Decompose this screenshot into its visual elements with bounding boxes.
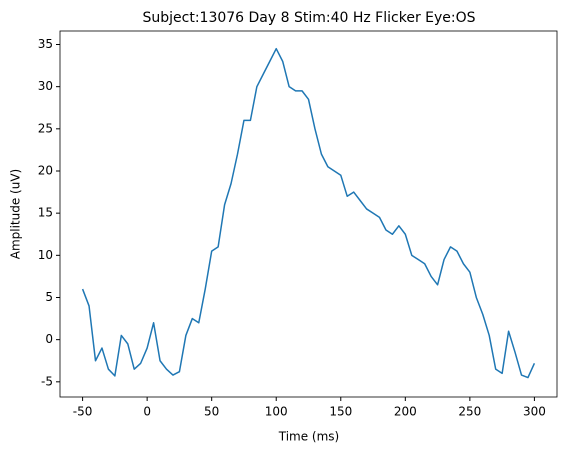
x-tick-label: 50	[204, 405, 219, 419]
x-tick-label: 250	[458, 405, 481, 419]
y-tick-label: 15	[38, 206, 53, 220]
x-tick-label: 300	[523, 405, 546, 419]
x-tick-label: 100	[265, 405, 288, 419]
y-tick-label: 25	[38, 121, 53, 135]
y-tick-label: -5	[41, 374, 53, 388]
data-line	[81, 47, 536, 379]
x-tick-label: 150	[329, 405, 352, 419]
x-tick-label: -50	[73, 405, 93, 419]
y-tick-label: 5	[45, 290, 53, 304]
y-tick-label: 35	[38, 37, 53, 51]
y-tick-label: 20	[38, 163, 53, 177]
x-tick-label: 200	[394, 405, 417, 419]
x-tick-label: 0	[143, 405, 151, 419]
y-tick-label: 0	[45, 332, 53, 346]
chart-title: Subject:13076 Day 8 Stim:40 Hz Flicker E…	[142, 10, 475, 26]
plot-frame	[59, 30, 558, 398]
y-axis-label: Amplitude (uV)	[9, 169, 23, 260]
x-axis-label: Time (ms)	[278, 430, 340, 444]
y-tick-label: 30	[38, 79, 53, 93]
y-tick-label: 10	[38, 248, 53, 262]
